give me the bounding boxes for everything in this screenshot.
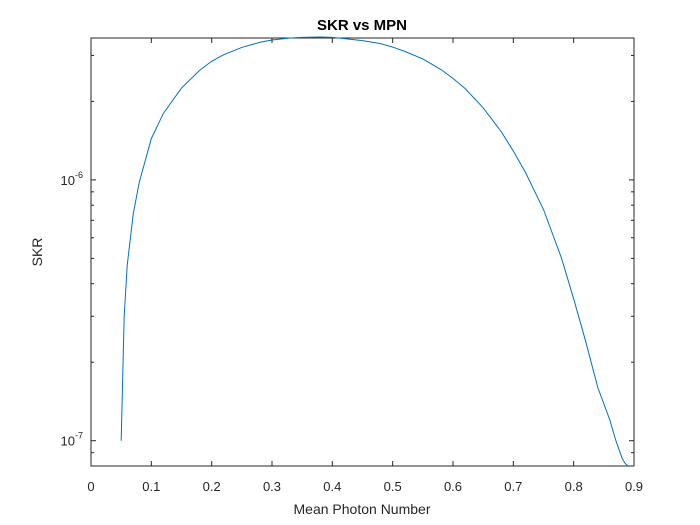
x-tick-label: 0.5 [384,479,402,494]
x-tick-label: 0.8 [565,479,583,494]
y-tick-exponent: -7 [75,431,83,441]
x-axis-label: Mean Photon Number [294,501,431,517]
x-tick-label: 0.2 [203,479,221,494]
x-tick-label: 0.7 [504,479,522,494]
x-tick-label: 0.1 [142,479,160,494]
y-tick-exponent: -6 [75,170,83,180]
x-axis: 0 0.1 0.2 0.3 0.4 0.5 0.6 0.7 0.8 0.9 [87,38,643,494]
x-tick-label: 0.9 [625,479,643,494]
y-tick-base: 10 [61,434,75,449]
chart-title: SKR vs MPN [317,17,407,34]
x-tick-label: 0.6 [444,479,462,494]
y-tick-label: 10-6 [61,170,83,188]
y-tick-label: 10-7 [61,431,83,449]
y-axis-label: SKR [29,238,45,267]
x-tick-label: 0.3 [263,479,281,494]
axes-box [90,37,635,467]
series-line [120,36,629,467]
x-tick-label: 0.4 [323,479,341,494]
y-tick-base: 10 [61,173,75,188]
x-tick-label: 0 [87,479,94,494]
y-axis: 10-710-6 [61,54,634,467]
plot-area [90,36,635,467]
